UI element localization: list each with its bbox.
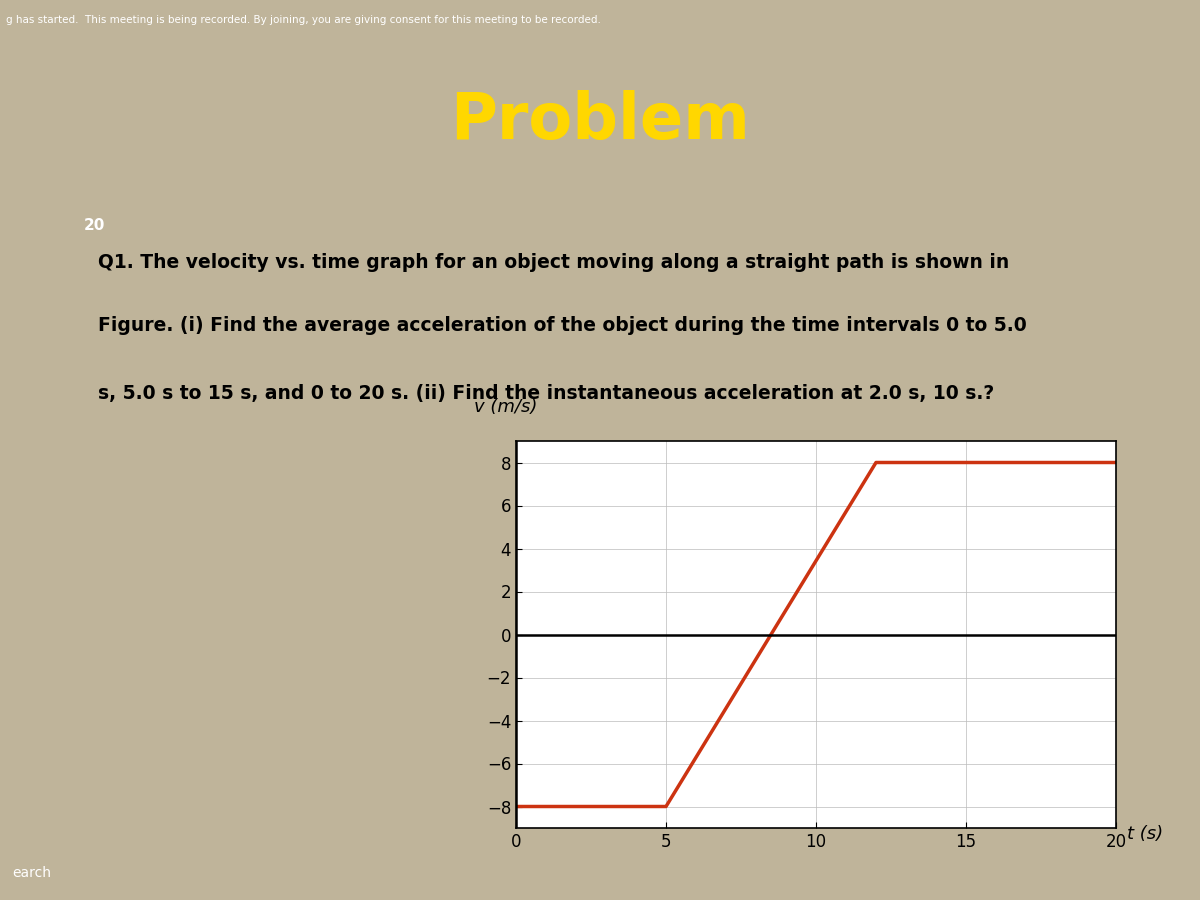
Text: Figure. (i) Find the average acceleration of the object during the time interval: Figure. (i) Find the average acceleratio… [98,317,1027,336]
Text: Q1. The velocity vs. time graph for an object moving along a straight path is sh: Q1. The velocity vs. time graph for an o… [98,253,1009,272]
Text: v (m/s): v (m/s) [474,398,538,416]
Text: 20: 20 [84,219,106,233]
Text: earch: earch [12,866,50,880]
Text: g has started.  This meeting is being recorded. By joining, you are giving conse: g has started. This meeting is being rec… [6,15,601,25]
Text: t (s): t (s) [1127,824,1163,842]
Text: Problem: Problem [450,91,750,152]
Text: s, 5.0 s to 15 s, and 0 to 20 s. (ii) Find the instantaneous acceleration at 2.0: s, 5.0 s to 15 s, and 0 to 20 s. (ii) Fi… [98,384,995,403]
